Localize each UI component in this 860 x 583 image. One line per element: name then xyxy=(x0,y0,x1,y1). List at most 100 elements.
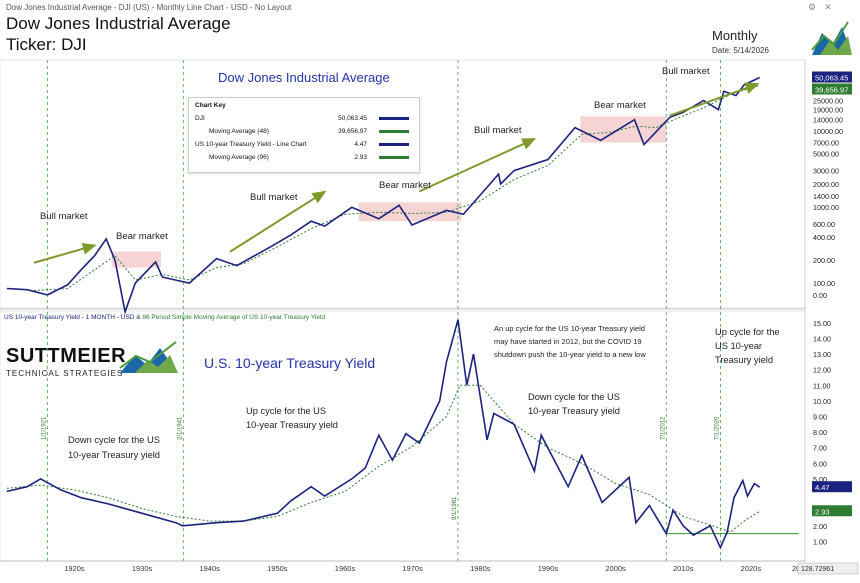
key-row: US 10-year Treasury Yield - Line Chart 4… xyxy=(195,141,413,151)
y-tick-label: 14000.00 xyxy=(813,116,843,125)
trend-arrow xyxy=(33,242,97,264)
key-row-value: 39,656.97 xyxy=(338,128,367,135)
y-tick-label: 12.00 xyxy=(813,366,831,375)
cycle-annotation: Down cycle for the US xyxy=(68,435,160,445)
suttmeier-logo-icon xyxy=(811,21,852,55)
ma48-value-badge-bg xyxy=(812,83,852,95)
brand-block: SUTTMEIER TECHNICAL STRATEGIES xyxy=(6,345,126,378)
cycle-annotation: US 10-year xyxy=(715,341,762,351)
market-annotation: Bear market xyxy=(116,231,168,242)
market-annotation: Bear market xyxy=(379,180,431,191)
lower-legend: US 10-year Treasury Yield - 1 MONTH - US… xyxy=(4,314,325,321)
trend-arrow xyxy=(229,190,327,253)
y-tick-label: 14.00 xyxy=(813,334,831,343)
ma96-value-badge-bg xyxy=(812,505,852,517)
key-row-value: 50,063.45 xyxy=(338,115,367,122)
cycle-annotation: may have started in 2012, but the COVID … xyxy=(494,337,642,346)
y-tick-label: 25000.00 xyxy=(813,96,843,105)
market-annotation: Bear market xyxy=(594,100,646,111)
bear-market-box xyxy=(111,251,161,268)
yield-value-badge-bg xyxy=(812,481,852,493)
market-annotation: Bull market xyxy=(40,211,88,222)
y-tick-label: 10.00 xyxy=(813,397,831,406)
upper-chart-title: Dow Jones Industrial Average xyxy=(218,70,390,85)
y-tick-label: 8.00 xyxy=(813,428,827,437)
y-tick-label: 15.00 xyxy=(813,319,831,328)
cycle-annotation: An up cycle for the US 10-year Treasury … xyxy=(494,324,645,333)
brand-name: SUTTMEIER xyxy=(6,345,127,367)
dji-value-badge: 50,063.45 xyxy=(815,74,848,83)
window-controls[interactable]: ⚙✕ xyxy=(808,2,840,13)
key-row-label: DJI xyxy=(195,115,205,122)
y-tick-label: 200.00 xyxy=(813,256,835,265)
ma48-value-badge: 39,656.97 xyxy=(815,86,848,95)
y-tick-label: 100.00 xyxy=(813,279,835,288)
y-tick-label: 10000.00 xyxy=(813,127,843,136)
brand-tagline: TECHNICAL STRATEGIES xyxy=(6,369,124,378)
y-tick-label: 5.00 xyxy=(813,475,827,484)
y-tick-label: 1400.00 xyxy=(813,192,839,201)
market-annotation: Bull market xyxy=(474,125,522,136)
key-row-swatch xyxy=(379,130,409,133)
x-tick-label: 1990s xyxy=(538,564,559,573)
cycle-marker-label: 2/1/1941 xyxy=(177,416,183,440)
key-row-label: Moving Average (96) xyxy=(209,154,269,161)
x-tick-label: 1920s xyxy=(64,564,85,573)
ma96-value-badge: 2.93 xyxy=(815,507,830,516)
chart-key: Chart Key DJI 50,063.45 Moving Average (… xyxy=(188,97,420,173)
cycle-annotation: Down cycle for the US xyxy=(528,392,620,402)
key-row-label: Moving Average (48) xyxy=(209,128,269,135)
dji-value-badge-bg xyxy=(812,71,852,83)
market-annotation: Bull market xyxy=(250,192,298,203)
suttmeier-brand-icon xyxy=(119,341,178,373)
cycle-marker-label: 7/1/2020 xyxy=(714,416,720,440)
gear-icon[interactable]: ⚙ xyxy=(808,2,825,12)
footer-value-bg xyxy=(797,562,859,575)
y-tick-label: 3000.00 xyxy=(813,167,839,176)
date-label: Date: 5/14/2026 xyxy=(712,46,769,55)
cycle-annotation: Treasury yield xyxy=(715,355,773,365)
key-row-value: 2.93 xyxy=(354,154,367,161)
cycle-annotation: Up cycle for the xyxy=(715,327,780,337)
y-tick-label: 1.00 xyxy=(813,537,827,546)
ticker-label: Ticker: DJI xyxy=(6,35,87,54)
key-row: Moving Average (48) 39,656.97 xyxy=(195,128,413,138)
close-icon[interactable]: ✕ xyxy=(824,2,840,12)
y-tick-label: 2000.00 xyxy=(813,180,839,189)
key-row-swatch xyxy=(379,117,409,120)
key-row-swatch xyxy=(379,156,409,159)
key-row-value: 4.47 xyxy=(354,141,367,148)
key-row-label: US 10-year Treasury Yield - Line Chart xyxy=(195,141,307,148)
cycle-annotation: Up cycle for the US xyxy=(246,406,326,416)
y-tick-label: 13.00 xyxy=(813,350,831,359)
lower-chart-title: U.S. 10-year Treasury Yield xyxy=(204,355,375,371)
x-tick-label: 1950s xyxy=(267,564,288,573)
y-tick-label: 7000.00 xyxy=(813,139,839,148)
cycle-annotation: 10-year Treasury yield xyxy=(246,420,338,430)
x-tick-label: 2010s xyxy=(673,564,694,573)
cycle-marker-label: 1/1/1921 xyxy=(41,416,47,440)
y-tick-label: 0.00 xyxy=(813,291,827,300)
bear-market-box xyxy=(358,202,462,222)
dji-moving-average-line xyxy=(33,84,760,291)
trend-arrow xyxy=(418,138,537,193)
key-row-swatch xyxy=(379,143,409,146)
frequency-label: Monthly xyxy=(712,28,758,43)
yield-line xyxy=(6,319,761,550)
x-tick-label: 1930s xyxy=(132,564,153,573)
x-tick-label: 2020s xyxy=(741,564,762,573)
yield-moving-average-line xyxy=(6,384,760,533)
cycle-marker-label: 7/1/2012 xyxy=(660,416,666,440)
dji-price-line xyxy=(6,76,761,315)
y-tick-label: 1000.00 xyxy=(813,203,839,212)
x-tick-label: 1940s xyxy=(199,564,220,573)
y-tick-label: 6.00 xyxy=(813,459,827,468)
market-annotation: Bull market xyxy=(662,66,710,77)
cycle-annotation: 10-year Treasury yield xyxy=(68,450,160,460)
footer-value: 128.72961 xyxy=(801,566,834,573)
cycle-annotation: shutdown push the 10-year yield to a new… xyxy=(494,350,646,359)
cycle-marker-label: 9/1/1981 xyxy=(452,496,458,520)
key-row: DJI 50,063.45 xyxy=(195,115,413,125)
x-tick-label: 1980s xyxy=(470,564,491,573)
